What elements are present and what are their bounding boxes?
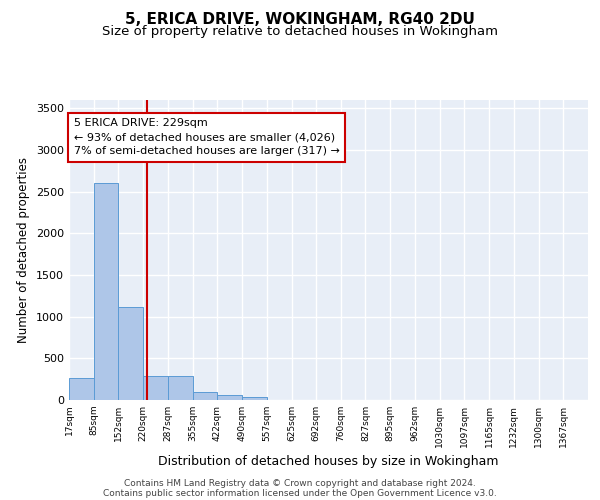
Bar	[69, 378, 94, 400]
Bar	[143, 376, 168, 400]
Y-axis label: Number of detached properties: Number of detached properties	[17, 157, 31, 343]
Text: 5, ERICA DRIVE, WOKINGHAM, RG40 2DU: 5, ERICA DRIVE, WOKINGHAM, RG40 2DU	[125, 12, 475, 28]
Text: Contains HM Land Registry data © Crown copyright and database right 2024.: Contains HM Land Registry data © Crown c…	[124, 478, 476, 488]
Bar	[217, 396, 242, 400]
Text: Size of property relative to detached houses in Wokingham: Size of property relative to detached ho…	[102, 25, 498, 38]
Bar	[242, 397, 266, 400]
Text: 5 ERICA DRIVE: 229sqm
← 93% of detached houses are smaller (4,026)
7% of semi-de: 5 ERICA DRIVE: 229sqm ← 93% of detached …	[74, 118, 340, 156]
X-axis label: Distribution of detached houses by size in Wokingham: Distribution of detached houses by size …	[158, 456, 499, 468]
Bar	[168, 376, 193, 400]
Text: Contains public sector information licensed under the Open Government Licence v3: Contains public sector information licen…	[103, 488, 497, 498]
Bar	[94, 184, 118, 400]
Bar	[193, 392, 217, 400]
Bar	[118, 306, 143, 400]
